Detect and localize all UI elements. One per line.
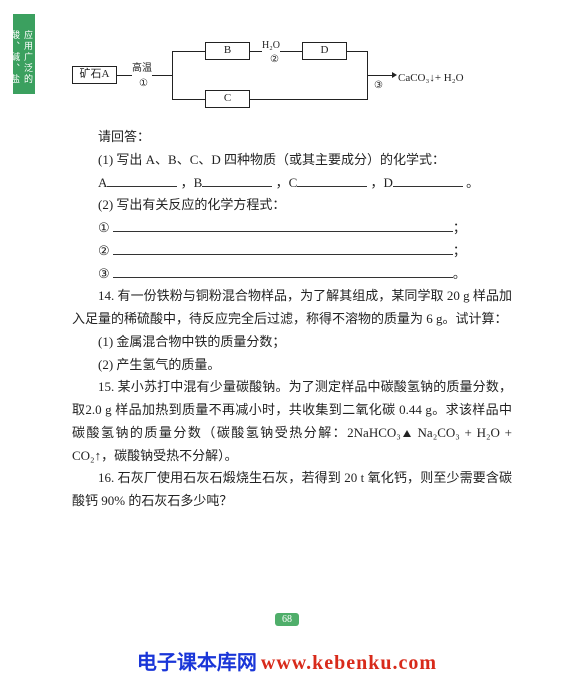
page-number: 68 <box>275 613 299 626</box>
q2-line3: ③ 。 <box>72 263 512 286</box>
wm-cn: 电子课本库网 <box>137 652 257 674</box>
wm-en: www.kebenku.com <box>261 652 437 674</box>
product-text: CaCO₃↓+ H₂O <box>398 69 464 88</box>
box-b: B <box>205 42 250 60</box>
flow-diagram: 矿石A 高温 ① B C H₂O ② D ③ CaCO₃↓+ H₂O <box>72 34 472 114</box>
arrow-product <box>367 75 392 76</box>
label-num2: ② <box>270 51 279 69</box>
box-d: D <box>302 42 347 60</box>
q14-2: (2) 产生氢气的质量。 <box>72 354 512 377</box>
label-num1: ① <box>139 75 148 93</box>
box-c: C <box>205 90 250 108</box>
q2-line2: ② ； <box>72 240 512 263</box>
q-intro: 请回答： <box>72 126 512 149</box>
heat-triangle-icon <box>403 430 411 437</box>
q14-1: (1) 金属混合物中铁的质量分数； <box>72 331 512 354</box>
page-body: 矿石A 高温 ① B C H₂O ② D ③ CaCO₃↓+ H₂O 请回答： … <box>72 34 512 513</box>
q1-text: (1) 写出 A、B、C、D 四种物质（或其主要成分）的化学式： <box>72 149 512 172</box>
q2-text: (2) 写出有关反应的化学方程式： <box>72 194 512 217</box>
q2-line1: ① ； <box>72 217 512 240</box>
q14: 14. 有一份铁粉与铜粉混合物样品，为了解其组成，某同学取 20 g 样品加入足… <box>72 285 512 331</box>
q16: 16. 石灰厂使用石灰石煅烧生石灰，若得到 20 t 氧化钙，则至少需要含碳酸钙… <box>72 467 512 513</box>
box-a: 矿石A <box>72 66 117 84</box>
watermark: 电子课本库网 www.kebenku.com <box>0 646 574 675</box>
chapter-tab: 应用广泛的酸、碱、盐 <box>13 14 35 94</box>
label-num3: ③ <box>374 77 383 95</box>
q15: 15. 某小苏打中混有少量碳酸钠。为了测定样品中碳酸氢钠的质量分数，取2.0 g… <box>72 376 512 467</box>
q1-blanks: A ，B ，C ，D 。 <box>72 172 512 195</box>
